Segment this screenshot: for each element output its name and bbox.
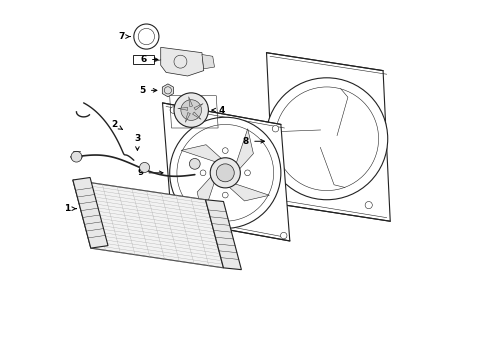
- Circle shape: [280, 232, 287, 239]
- Text: 7: 7: [118, 32, 130, 41]
- Circle shape: [275, 87, 379, 190]
- Circle shape: [170, 107, 176, 113]
- Text: 5: 5: [140, 86, 157, 95]
- Text: 2: 2: [111, 120, 122, 130]
- Circle shape: [266, 78, 388, 200]
- Circle shape: [71, 151, 82, 162]
- Text: 8: 8: [243, 137, 265, 146]
- Text: 4: 4: [212, 105, 225, 114]
- Circle shape: [222, 192, 228, 198]
- Circle shape: [140, 162, 149, 172]
- Circle shape: [222, 148, 228, 153]
- Polygon shape: [189, 97, 193, 107]
- Circle shape: [245, 170, 250, 176]
- Polygon shape: [235, 129, 253, 173]
- Circle shape: [170, 117, 281, 228]
- Polygon shape: [181, 145, 225, 163]
- Circle shape: [210, 158, 240, 188]
- Text: 9: 9: [137, 168, 163, 177]
- Circle shape: [272, 126, 279, 132]
- Polygon shape: [73, 180, 223, 268]
- Polygon shape: [163, 103, 290, 241]
- Circle shape: [216, 164, 234, 182]
- Text: 3: 3: [134, 134, 141, 150]
- Polygon shape: [161, 47, 204, 76]
- Polygon shape: [73, 177, 108, 248]
- Polygon shape: [225, 182, 270, 201]
- Polygon shape: [194, 104, 203, 110]
- Circle shape: [174, 93, 208, 127]
- Polygon shape: [205, 200, 242, 270]
- Polygon shape: [185, 113, 190, 122]
- Circle shape: [190, 158, 200, 169]
- FancyBboxPatch shape: [133, 55, 154, 64]
- Polygon shape: [197, 173, 216, 217]
- Circle shape: [200, 170, 206, 176]
- Polygon shape: [162, 84, 173, 97]
- Circle shape: [174, 210, 181, 217]
- Polygon shape: [202, 54, 215, 69]
- Text: 1: 1: [64, 204, 76, 213]
- Polygon shape: [193, 112, 201, 120]
- Polygon shape: [178, 108, 188, 110]
- Circle shape: [177, 125, 273, 221]
- Text: 6: 6: [141, 55, 158, 64]
- Circle shape: [181, 100, 201, 120]
- Polygon shape: [267, 53, 390, 221]
- Circle shape: [365, 202, 372, 209]
